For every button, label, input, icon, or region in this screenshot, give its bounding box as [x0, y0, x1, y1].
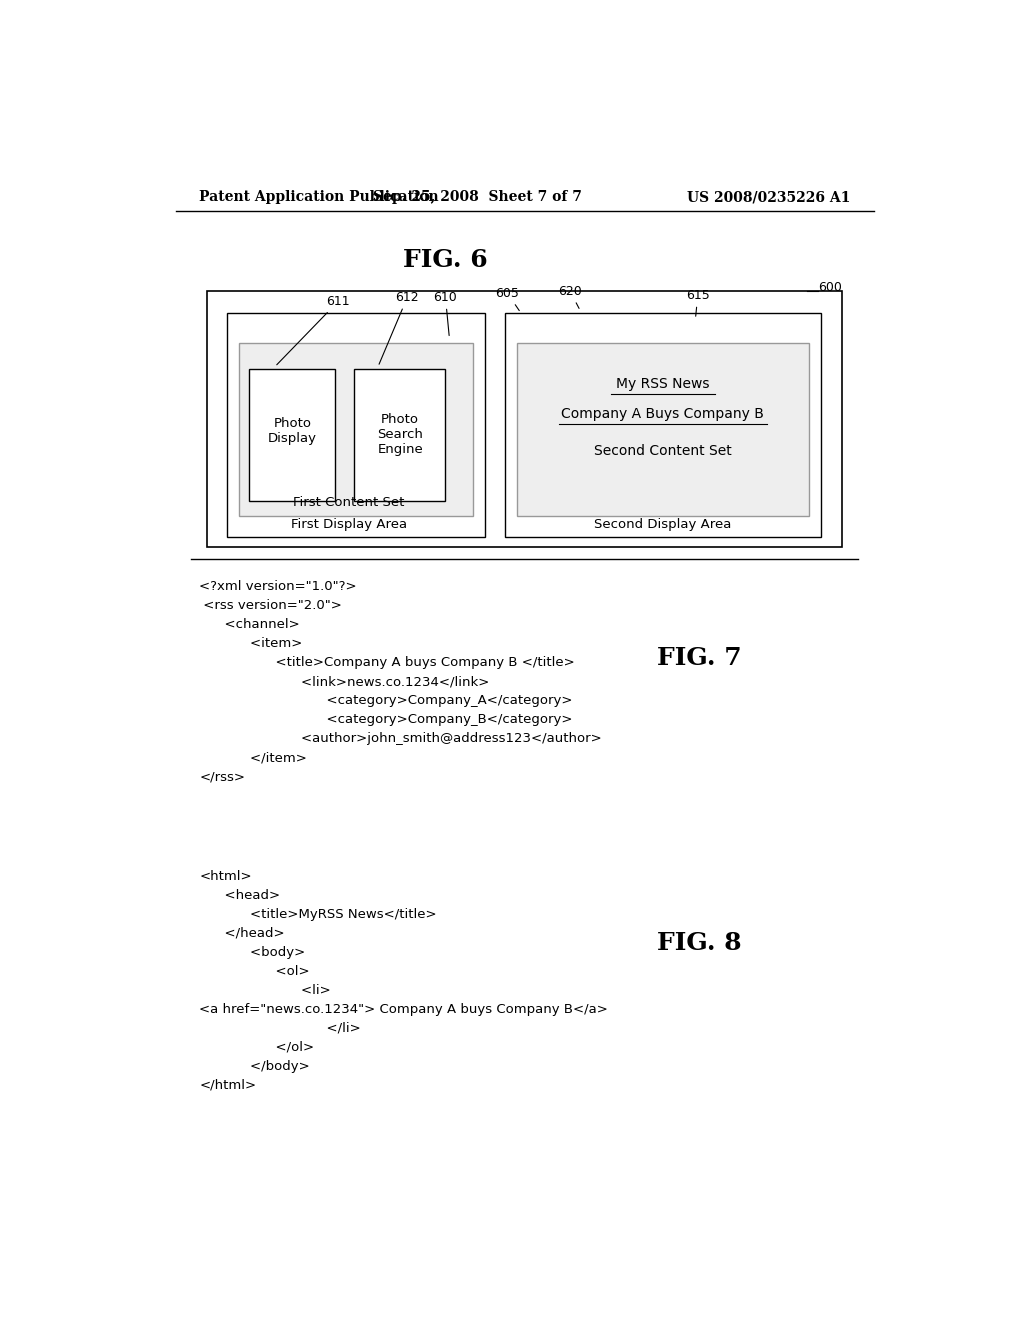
- Text: Company A Buys Company B: Company A Buys Company B: [561, 407, 764, 421]
- Text: Photo
Search
Engine: Photo Search Engine: [377, 413, 423, 457]
- Bar: [240, 343, 473, 516]
- Text: <?xml version="1.0"?>
 <rss version="2.0">
      <channel>
            <item>
  : <?xml version="1.0"?> <rss version="2.0"…: [200, 581, 602, 783]
- Text: Second Content Set: Second Content Set: [594, 444, 732, 458]
- Text: 611: 611: [276, 294, 350, 364]
- Text: First Display Area: First Display Area: [291, 517, 407, 531]
- Text: US 2008/0235226 A1: US 2008/0235226 A1: [687, 190, 850, 205]
- Bar: [227, 313, 485, 536]
- Text: My RSS News: My RSS News: [616, 378, 710, 391]
- Bar: [505, 313, 821, 536]
- Text: 615: 615: [686, 289, 710, 317]
- Text: Second Display Area: Second Display Area: [594, 517, 731, 531]
- Bar: [517, 343, 809, 516]
- Text: FIG. 8: FIG. 8: [657, 931, 741, 956]
- Text: FIG. 7: FIG. 7: [657, 647, 741, 671]
- Text: 612: 612: [379, 290, 419, 364]
- Text: 600: 600: [818, 281, 843, 293]
- Text: Patent Application Publication: Patent Application Publication: [200, 190, 439, 205]
- Text: First Content Set: First Content Set: [293, 496, 404, 510]
- Text: FIG. 6: FIG. 6: [403, 248, 487, 272]
- Bar: [207, 290, 843, 546]
- Text: 610: 610: [433, 290, 458, 335]
- Text: <html>
      <head>
            <title>MyRSS News</title>
      </head>
        : <html> <head> <title>MyRSS News</title> …: [200, 870, 608, 1092]
- Bar: [354, 368, 445, 500]
- Text: 620: 620: [558, 285, 582, 309]
- Text: Sep. 25, 2008  Sheet 7 of 7: Sep. 25, 2008 Sheet 7 of 7: [373, 190, 582, 205]
- Bar: [250, 368, 335, 500]
- Text: Photo
Display: Photo Display: [267, 417, 316, 445]
- Text: 605: 605: [496, 286, 519, 310]
